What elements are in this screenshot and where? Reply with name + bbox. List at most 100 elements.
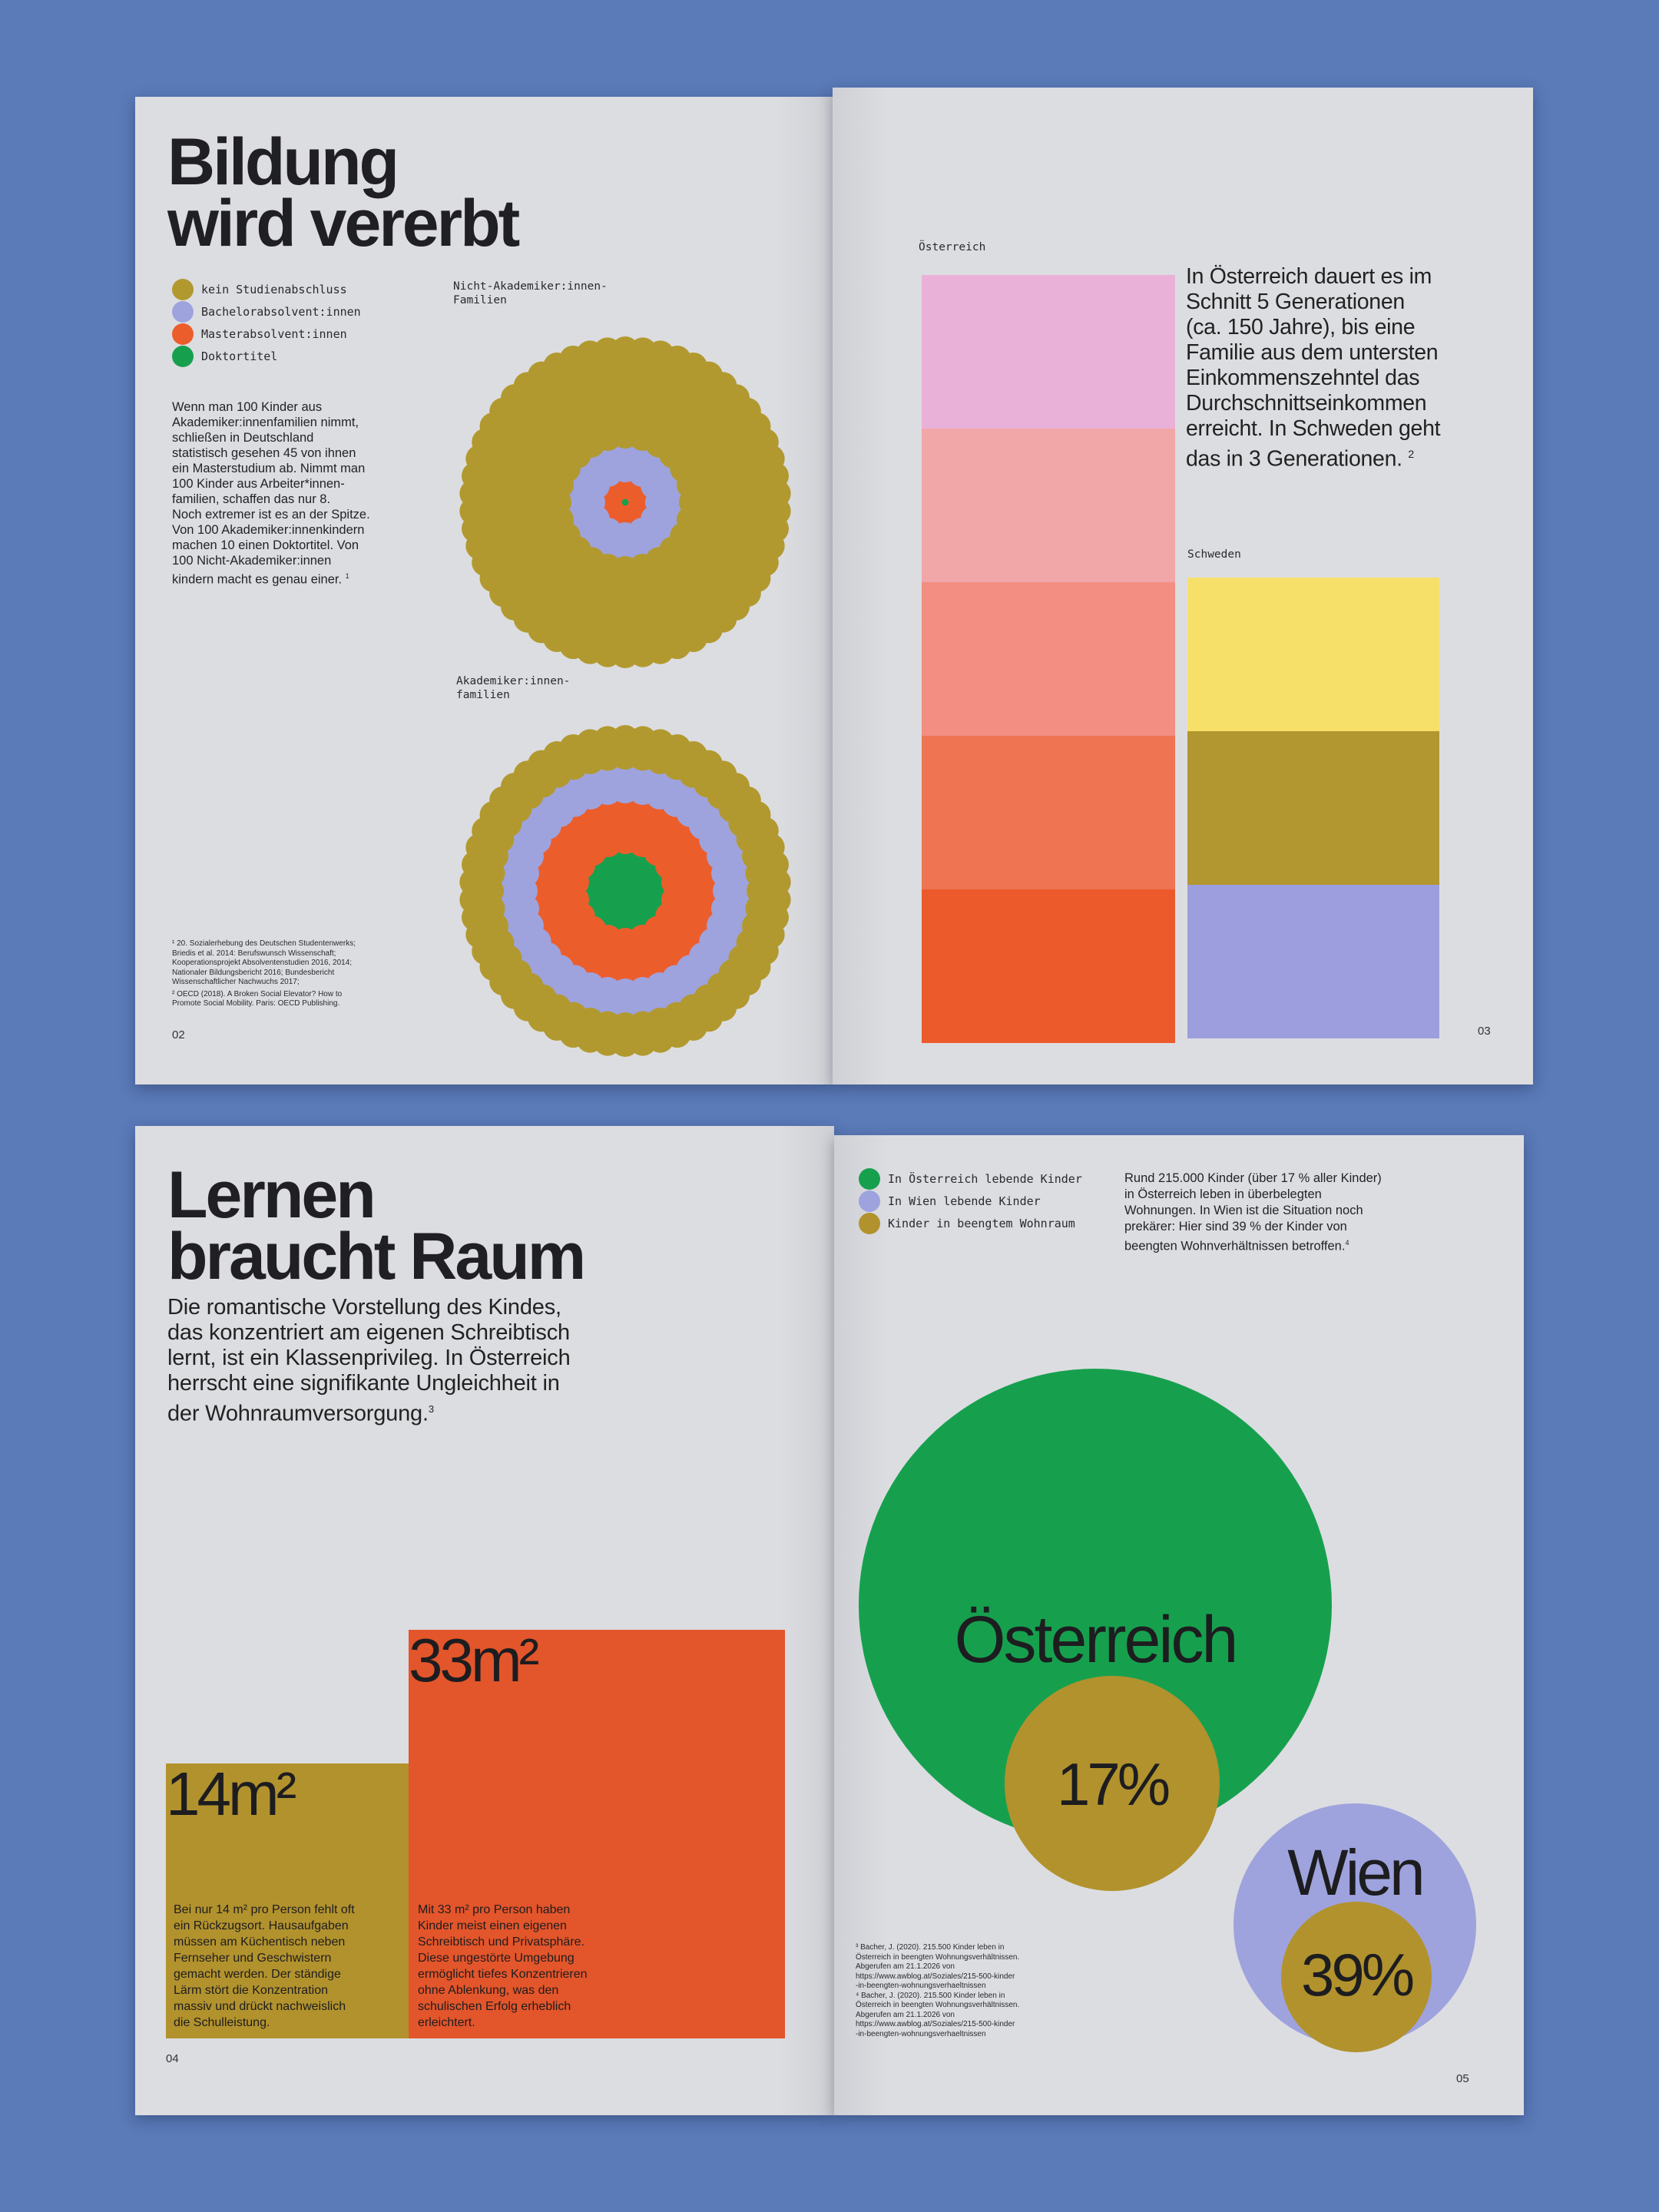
lead-line: lernt, ist ein Klassenprivileg. In Öster… [167,1346,571,1370]
sweden-column-label: Schweden [1187,548,1241,561]
desc-line: die Schulleistung. [174,2016,270,2029]
text-line: In Österreich dauert es im [1186,264,1432,289]
lead-line: Die romantische Vorstellung des Kindes, [167,1295,561,1320]
dot-cluster-dots [459,336,791,668]
vienna-label: Wien [1287,1836,1425,1909]
legend-item: Masterabsolvent:innen [172,323,361,345]
footnote-ref: 4 [1345,1239,1349,1247]
footnote-line: ⁴ Bacher, J. (2020). 215.500 Kinder lebe… [856,1991,1005,2000]
generation-block [922,582,1175,736]
page-title: Bildung wird vererbt [167,125,520,260]
area-value-label: 33m² [409,1626,539,1694]
legend-dot-icon [172,345,194,367]
housing-legend: In Österreich lebende Kinder In Wien leb… [859,1167,1082,1234]
desc-line: erleichtert. [418,2016,475,2029]
lead-line: das konzentriert am eigenen Schreibtisch [167,1320,570,1345]
chart-label-line: familien [456,689,510,701]
body-line: Wenn man 100 Kinder aus [172,400,323,414]
sweden-generations-column [1187,578,1439,1038]
footnote-ref: 1 [345,572,349,580]
desc-line: Diese ungestörte Umgebung [418,1952,575,1965]
text-line: Einkommenszehntel das [1186,366,1420,390]
page-number: 02 [172,1028,185,1041]
vienna-circle: Wien 39% [1233,1803,1476,2052]
education-legend: kein Studienabschluss Bachelorabsolvent:… [172,278,361,367]
desc-line: Kinder meist einen eigenen [418,1919,567,1932]
legend-label: Masterabsolvent:innen [201,326,347,341]
housing-info-text: Rund 215.000 Kinder (über 17 % aller Kin… [1124,1171,1432,1255]
body-line: schließen in Deutschland [172,431,314,445]
body-line: Von 100 Akademiker:innenkindern [172,523,365,537]
footnotes: ¹ 20. Sozialerhebung des Deutschen Stude… [172,939,426,1009]
desc-line: gemacht werden. Der ständige [174,1968,341,1981]
generation-block [1187,731,1439,885]
body-line: Akademiker:innenfamilien nimmt, [172,416,359,429]
generation-block [922,275,1175,429]
legend-dot-icon [172,278,194,300]
austria-generations-column [922,275,1175,1043]
legend-dot-icon [859,1167,880,1190]
footnote-line: ² OECD (2018). A Broken Social Elevator?… [172,989,343,998]
text-line: das in 3 Generationen. 2 [1186,446,1414,472]
chart-label-line: Nicht-Akademiker:innen- [453,280,608,293]
text-line: (ca. 150 Jahre), bis eine [1186,315,1416,339]
page-02: Bildung wird vererbt kein Studienabschlu… [135,97,833,1084]
legend-dot-icon [172,300,194,323]
legend-item: Kinder in beengtem Wohnraum [859,1212,1082,1234]
desc-line: ohne Ablenkung, was den [418,1984,559,1997]
desc-line: schulischen Erfolg erheblich [418,2000,571,2013]
desc-line: müssen am Küchentisch neben [174,1936,346,1949]
chart-label-line: Akademiker:innen- [456,675,571,687]
legend-label: In Österreich lebende Kinder [888,1171,1082,1186]
chart-label-line: Familien [453,294,507,306]
body-line: familien, schaffen das nur 8. [172,492,331,506]
text-line: Familie aus dem untersten [1186,340,1439,365]
page-05: In Österreich lebende Kinder In Wien leb… [834,1135,1524,2115]
legend-item: kein Studienabschluss [172,278,361,300]
footnote-line: -in-beengten-wohnungsverhaeltnissen [856,1982,986,1990]
legend-label: Kinder in beengtem Wohnraum [888,1216,1075,1230]
chart-label-academic: Akademiker:innen- familien [456,674,570,702]
desc-line: massiv und drückt nachweislich [174,2000,346,2013]
vienna-percent: 39% [1300,1941,1415,2008]
cluster-dot [763,868,791,896]
generation-block [1187,578,1439,731]
dot-cluster-academic [459,725,791,1057]
page-number: 05 [1456,2072,1469,2085]
dot-cluster-dots [459,725,791,1057]
area-block-33: 33m² Mit 33 m² pro Person haben Kinder m… [409,1630,785,2038]
vienna-share-circle: 39% [1281,1902,1432,2052]
body-line: 100 Kinder aus Arbeiter*innen- [172,477,345,491]
legend-label: In Wien lebende Kinder [888,1194,1041,1208]
generation-block [922,736,1175,889]
desc-line: ein Rückzugsort. Hausaufgaben [174,1919,349,1932]
footnote-line: Österreich in beengten Wohnungsverhältni… [856,1952,1020,1962]
page-title: Lernen braucht Raum [167,1158,586,1290]
text-line: erreicht. In Schweden geht [1186,416,1441,441]
footnote-line: Kooperationsprojekt Absolventenstudien 2… [172,959,353,967]
body-line: ein Masterstudium ab. Nimmt man [172,462,366,475]
legend-item: In Österreich lebende Kinder [859,1167,1082,1190]
area-description: Mit 33 m² pro Person haben Kinder meist … [418,1902,648,2031]
title-line-1: Lernen [167,1158,376,1232]
info-line: beengten Wohnverhältnissen betroffen.4 [1124,1239,1349,1253]
legend-item: Bachelorabsolvent:innen [172,300,361,323]
legend-item: Doktortitel [172,345,361,367]
desc-line: Lärm stört die Konzentration [174,1984,328,1997]
body-line: 100 Nicht-Akademiker:innen [172,554,332,568]
desc-line: Bei nur 14 m² pro Person fehlt oft [174,1903,355,1916]
lead-text: Die romantische Vorstellung des Kindes, … [167,1295,644,1427]
info-line: Rund 215.000 Kinder (über 17 % aller Kin… [1124,1171,1382,1185]
area-value-label: 14m² [166,1760,296,1828]
austria-percent: 17% [1056,1750,1171,1818]
body-line: Noch extremer ist es an der Spitze. [172,508,370,522]
area-block-14: 14m² Bei nur 14 m² pro Person fehlt oft … [166,1763,409,2038]
footnote-line: Promote Social Mobility. Paris: OECD Pub… [172,999,340,1008]
area-description: Bei nur 14 m² pro Person fehlt oft ein R… [174,1902,404,2031]
footnotes: ³ Bacher, J. (2020). 215.500 Kinder lebe… [856,1943,1086,2039]
body-line: statistisch gesehen 45 von ihnen [172,446,356,460]
body-text: Wenn man 100 Kinder aus Akademiker:innen… [172,399,402,588]
title-line-2: wird vererbt [167,187,520,260]
desc-line: Fernseher und Geschwistern [174,1952,332,1965]
title-line-1: Bildung [167,125,399,199]
